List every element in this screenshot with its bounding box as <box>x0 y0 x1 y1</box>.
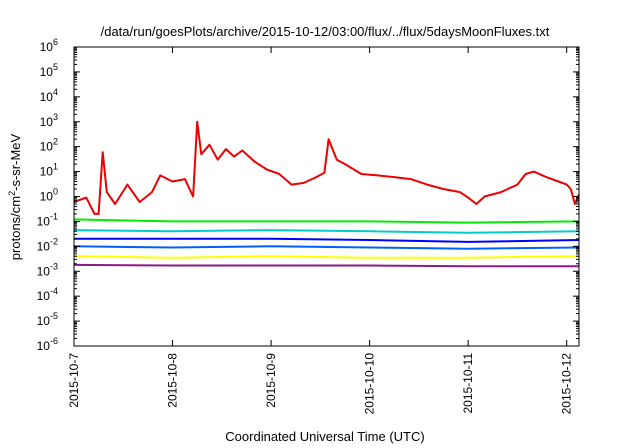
y-tick-base: 10 <box>40 140 54 154</box>
y-tick-exp: -6 <box>50 336 58 346</box>
y-axis-label-prefix: protons/cm <box>8 196 23 260</box>
x-tick-label: 2015-10-11 <box>461 353 475 414</box>
series-line-4 <box>74 237 580 243</box>
y-tick-label: 10-1 <box>37 211 58 228</box>
y-tick-exp: 2 <box>53 137 58 147</box>
y-tick-base: 10 <box>40 165 54 179</box>
x-tick-label: 2015-10-10 <box>363 353 377 415</box>
y-tick-base: 10 <box>40 190 54 204</box>
x-axis-label: Coordinated Universal Time (UTC) <box>225 429 424 444</box>
y-tick-exp: 5 <box>53 62 58 72</box>
y-tick-base: 10 <box>40 115 54 129</box>
y-axis-label-sup: 2 <box>7 191 17 196</box>
y-tick-exp: 6 <box>53 37 58 47</box>
y-tick-base: 10 <box>37 289 51 303</box>
y-tick-label: 105 <box>40 62 58 79</box>
y-tick-label: 106 <box>40 37 58 54</box>
series-line-6 <box>73 255 580 259</box>
series-line-2 <box>73 218 580 224</box>
y-tick-base: 10 <box>40 90 54 104</box>
y-tick-exp: -2 <box>50 236 58 246</box>
y-tick-label: 102 <box>40 137 58 154</box>
x-tick-label: 2015-10-12 <box>560 353 574 415</box>
y-tick-base: 10 <box>37 214 51 228</box>
y-axis: 10-610-510-410-310-210-11001011021031041… <box>37 37 579 353</box>
y-tick-exp: 4 <box>53 87 58 97</box>
y-axis-label-suffix: -s-sr-MeV <box>8 133 23 190</box>
x-axis: 2015-10-7 2015-10-8 2015-10-9 2015-10-10 201… <box>67 47 574 414</box>
x-tick-label: 2015-10-7 <box>67 353 81 408</box>
y-tick-base: 10 <box>37 314 51 328</box>
y-tick-base: 10 <box>40 65 54 79</box>
y-tick-label: 10-5 <box>37 311 58 328</box>
y-tick-label: 10-2 <box>37 236 58 253</box>
series-line-3 <box>73 229 580 234</box>
y-tick-base: 10 <box>37 239 51 253</box>
y-tick-exp: -3 <box>50 261 58 271</box>
y-tick-exp: -1 <box>50 211 58 221</box>
y-tick-label: 10-3 <box>37 261 58 278</box>
chart-title: /data/run/goesPlots/archive/2015-10-12/0… <box>101 24 550 39</box>
x-tick-label: 2015-10-9 <box>264 353 278 408</box>
y-tick-base: 10 <box>40 40 54 54</box>
y-tick-exp: 3 <box>53 112 58 122</box>
plot-frame <box>73 46 580 347</box>
y-tick-label: 101 <box>40 162 58 179</box>
y-tick-label: 103 <box>40 112 58 129</box>
y-axis-label: protons/cm2-s-sr-MeV <box>7 133 23 260</box>
series-layer <box>73 120 580 268</box>
y-tick-label: 10-6 <box>37 336 58 353</box>
y-tick-label: 104 <box>40 87 58 104</box>
x-tick-label: 2015-10-8 <box>166 353 180 408</box>
series-line-5 <box>73 245 580 250</box>
y-tick-exp: -4 <box>50 286 58 296</box>
y-tick-label: 10-4 <box>37 286 58 303</box>
series-line-7 <box>73 263 579 268</box>
series-line-1 <box>73 120 580 215</box>
y-tick-base: 10 <box>37 264 51 278</box>
y-tick-label: 100 <box>40 187 58 204</box>
y-tick-exp: 1 <box>53 162 58 172</box>
y-tick-exp: -5 <box>50 311 58 321</box>
y-tick-exp: 0 <box>53 187 58 197</box>
y-tick-base: 10 <box>37 339 51 353</box>
